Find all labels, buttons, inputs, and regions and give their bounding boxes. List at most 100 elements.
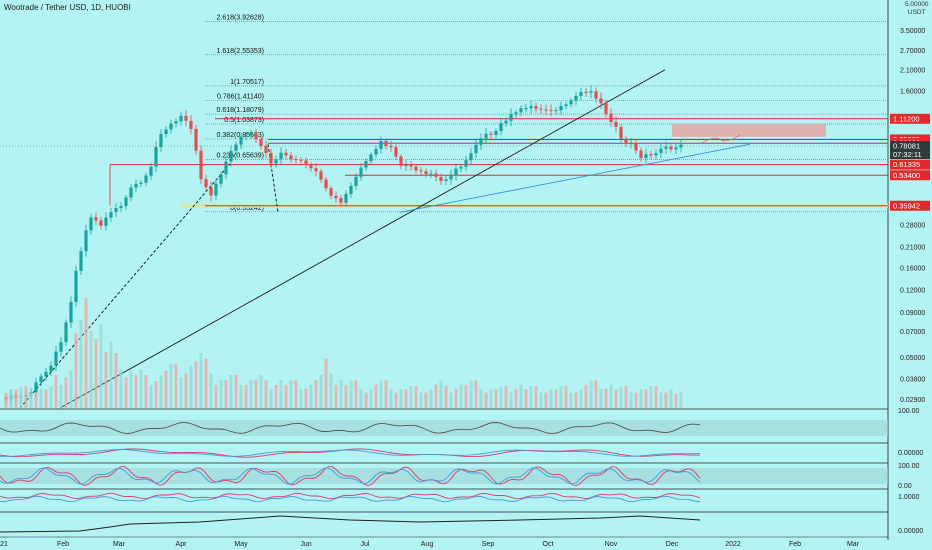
candle-body: [424, 171, 428, 175]
price-label-text: 0.35942: [893, 201, 920, 210]
candle-body: [514, 112, 518, 115]
volume-bar: [449, 392, 453, 408]
currency-unit: 5.00000 USDT: [905, 1, 929, 17]
volume-bar: [584, 384, 588, 408]
candle-body: [434, 173, 438, 177]
y-tick-label: 0.05000: [900, 355, 925, 362]
candle-body: [519, 108, 523, 113]
candle-body: [454, 168, 458, 176]
volume-bar: [419, 392, 423, 408]
volume-bar: [619, 386, 623, 408]
candle-body: [589, 91, 593, 93]
candle-body: [144, 175, 148, 183]
volume-bar: [679, 391, 683, 408]
volume-bar: [439, 380, 443, 408]
volume-bar: [429, 389, 433, 408]
volume-bar: [504, 386, 508, 408]
price-label-box: [890, 141, 930, 160]
x-tick-label: Dec: [666, 541, 679, 548]
volume-bar: [79, 320, 83, 408]
candle-body: [329, 188, 333, 196]
volume-bar: [489, 389, 493, 408]
candle-body: [214, 183, 218, 196]
candle-body: [169, 123, 173, 130]
candle-body: [359, 167, 363, 177]
volume-bar: [434, 384, 438, 408]
volume-bar: [464, 384, 468, 408]
x-tick-label: Sep: [482, 541, 495, 548]
candle-body: [129, 187, 133, 198]
volume-bar: [139, 369, 143, 408]
price-label-text: 0.53400: [893, 171, 920, 180]
candle-body: [414, 166, 418, 171]
oscillator-red-line: [0, 492, 701, 500]
oscillator-blue-line: [0, 495, 701, 503]
volume-bar: [444, 386, 448, 408]
volume-bar: [329, 373, 333, 408]
price-label-box: [890, 170, 930, 181]
volume-bar: [424, 392, 428, 408]
volume-bar: [274, 384, 278, 408]
candle-body: [159, 134, 163, 148]
indicator-tick-label: 0.00000: [898, 450, 923, 457]
price-label-box: [890, 113, 930, 124]
candle-body: [524, 108, 528, 110]
y-tick-label: 2.10000: [900, 67, 925, 74]
volume-bar: [314, 379, 318, 408]
volume-bar: [534, 386, 538, 408]
volume-bar: [649, 386, 653, 408]
volume-bar: [574, 392, 578, 408]
candle-body: [559, 106, 563, 111]
candle-body: [674, 147, 678, 150]
rsi-band: [0, 420, 888, 436]
candle-body: [199, 150, 203, 180]
candle-body: [79, 251, 83, 271]
candle-body: [659, 148, 663, 154]
volume-bar: [264, 380, 268, 408]
candle-body: [314, 168, 318, 172]
volume-bar: [594, 380, 598, 408]
candle-body: [309, 164, 313, 169]
volume-bar: [59, 384, 63, 408]
volume-bar: [664, 392, 668, 408]
candle-body: [204, 179, 208, 188]
volume-bar: [29, 392, 33, 408]
candle-body: [84, 230, 88, 252]
candle-body: [219, 174, 223, 184]
candle-body: [399, 156, 403, 166]
volume-bar: [359, 388, 363, 408]
volume-bar: [404, 389, 408, 408]
candle-body: [584, 91, 588, 93]
volume-bar: [634, 392, 638, 408]
candle-body: [284, 152, 288, 156]
y-tick-label: 0.03800: [900, 376, 925, 383]
candle-body: [289, 155, 293, 160]
volume-bar: [34, 392, 38, 408]
cumulative-line: [0, 515, 701, 533]
price-label-box: [890, 159, 930, 170]
candle-body: [44, 371, 48, 377]
volume-bar: [164, 370, 168, 408]
candle-body: [104, 217, 108, 226]
volume-bar: [279, 379, 283, 408]
candle-body: [49, 365, 53, 372]
candle-body: [294, 159, 298, 161]
x-tick-label: Feb: [789, 541, 801, 548]
candle-body: [609, 113, 613, 122]
volume-bar: [624, 386, 628, 408]
candle-body: [459, 166, 463, 169]
volume-bar: [44, 389, 48, 408]
candle-body: [364, 161, 368, 168]
volume-bar: [149, 384, 153, 408]
candle-body: [179, 115, 183, 122]
volume-bar: [134, 375, 138, 408]
volume-bar: [344, 384, 348, 408]
y-tick-label: 3.50000: [900, 28, 925, 35]
volume-bar: [509, 392, 513, 408]
candle-body: [409, 165, 413, 167]
volume-bar: [639, 389, 643, 408]
price-label-text: 0.78081: [893, 142, 920, 151]
volume-bar: [334, 384, 338, 408]
candle-body: [619, 126, 623, 139]
